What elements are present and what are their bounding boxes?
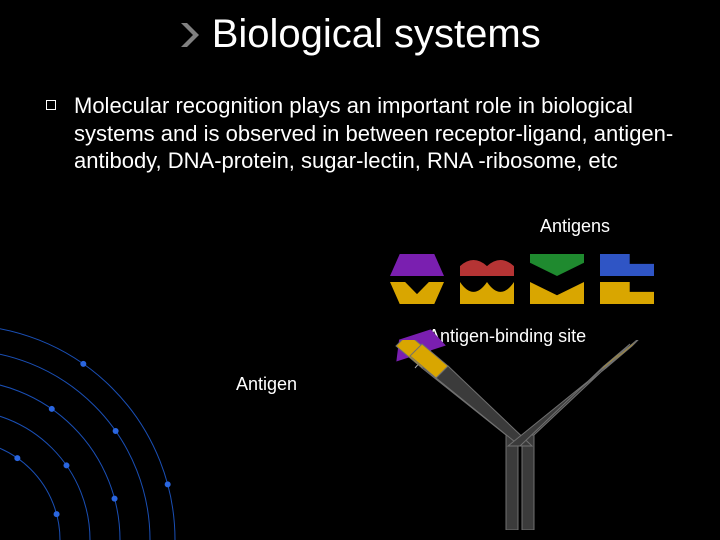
antibody-diagram: [388, 340, 648, 530]
slide: Biological systems Molecular recognition…: [0, 0, 720, 540]
antigen-shapes-row: [390, 250, 680, 322]
